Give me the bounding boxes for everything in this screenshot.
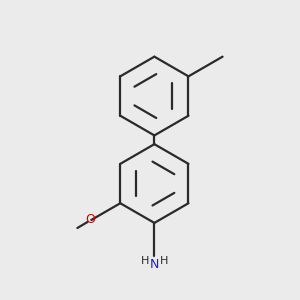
Text: O: O [85,213,95,226]
Text: N: N [150,258,159,271]
Text: H: H [160,256,168,266]
Text: H: H [141,256,149,266]
